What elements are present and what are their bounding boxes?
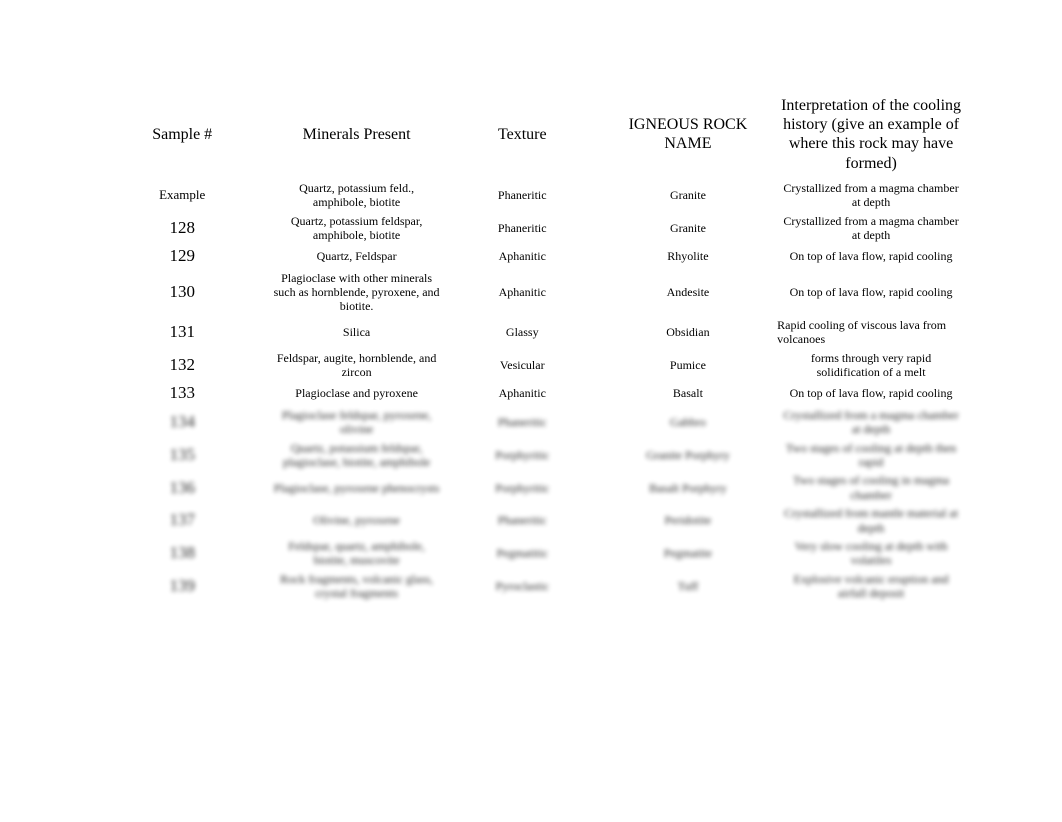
table-row: ExampleQuartz, potassium feld., amphibol…	[95, 179, 967, 212]
table-row: 136Plagioclase, pyroxene phenocrystsPorp…	[95, 471, 967, 504]
cell-sample: 129	[95, 244, 269, 268]
cell-sample: 139	[95, 570, 269, 603]
cell-texture: Vesicular	[444, 349, 601, 382]
table-row: 137Olivine, pyroxenePhaneriticPeridotite…	[95, 504, 967, 537]
cell-rock: Peridotite	[601, 504, 775, 537]
cell-interpretation: On top of lava flow, rapid cooling	[775, 381, 967, 405]
cell-rock: Granite Porphyry	[601, 439, 775, 472]
cell-sample: Example	[95, 179, 269, 212]
cell-minerals: Quartz, potassium feldspar, plagioclase,…	[269, 439, 443, 472]
cell-interpretation: Crystallized from a magma chamber at dep…	[775, 212, 967, 245]
header-minerals: Minerals Present	[269, 90, 443, 179]
cell-sample: 132	[95, 349, 269, 382]
cell-interpretation: forms through very rapid solidification …	[775, 349, 967, 382]
cell-minerals: Feldspar, augite, hornblende, and zircon	[269, 349, 443, 382]
cell-texture: Pegmatitic	[444, 537, 601, 570]
header-rock: IGNEOUS ROCK NAME	[601, 90, 775, 179]
cell-sample: 130	[95, 269, 269, 316]
cell-sample: 135	[95, 439, 269, 472]
cell-minerals: Quartz, potassium feld., amphibole, biot…	[269, 179, 443, 212]
cell-rock: Granite	[601, 179, 775, 212]
cell-interpretation: On top of lava flow, rapid cooling	[775, 269, 967, 316]
cell-interpretation: Explosive volcanic eruption and airfall …	[775, 570, 967, 603]
cell-interpretation: Two stages of cooling in magma chamber	[775, 471, 967, 504]
cell-texture: Aphanitic	[444, 244, 601, 268]
cell-minerals: Silica	[269, 316, 443, 349]
cell-rock: Rhyolite	[601, 244, 775, 268]
cell-sample: 134	[95, 406, 269, 439]
cell-sample: 133	[95, 381, 269, 405]
cell-texture: Aphanitic	[444, 269, 601, 316]
cell-rock: Pumice	[601, 349, 775, 382]
cell-minerals: Feldspar, quartz, amphibole, biotite, mu…	[269, 537, 443, 570]
table-row: 138Feldspar, quartz, amphibole, biotite,…	[95, 537, 967, 570]
cell-texture: Pyroclastic	[444, 570, 601, 603]
cell-interpretation: Very slow cooling at depth with volatile…	[775, 537, 967, 570]
cell-texture: Glassy	[444, 316, 601, 349]
cell-texture: Aphanitic	[444, 381, 601, 405]
cell-rock: Basalt Porphyry	[601, 471, 775, 504]
cell-texture: Phaneritic	[444, 406, 601, 439]
header-texture: Texture	[444, 90, 601, 179]
table-row: 132Feldspar, augite, hornblende, and zir…	[95, 349, 967, 382]
table-row: 130Plagioclase with other minerals such …	[95, 269, 967, 316]
cell-interpretation: Rapid cooling of viscous lava from volca…	[775, 316, 967, 349]
cell-texture: Porphyritic	[444, 471, 601, 504]
cell-minerals: Quartz, potassium feldspar, amphibole, b…	[269, 212, 443, 245]
cell-rock: Andesite	[601, 269, 775, 316]
table-row: 134Plagioclase feldspar, pyroxene, olivi…	[95, 406, 967, 439]
rock-table: Sample # Minerals Present Texture IGNEOU…	[95, 90, 967, 603]
cell-sample: 131	[95, 316, 269, 349]
cell-minerals: Plagioclase, pyroxene phenocrysts	[269, 471, 443, 504]
cell-rock: Obsidian	[601, 316, 775, 349]
cell-sample: 136	[95, 471, 269, 504]
cell-sample: 128	[95, 212, 269, 245]
cell-interpretation: Crystallized from mantle material at dep…	[775, 504, 967, 537]
table-body: ExampleQuartz, potassium feld., amphibol…	[95, 179, 967, 603]
cell-texture: Phaneritic	[444, 504, 601, 537]
header-sample: Sample #	[95, 90, 269, 179]
cell-rock: Pegmatite	[601, 537, 775, 570]
cell-minerals: Plagioclase feldspar, pyroxene, olivine	[269, 406, 443, 439]
cell-rock: Gabbro	[601, 406, 775, 439]
cell-texture: Phaneritic	[444, 179, 601, 212]
cell-rock: Basalt	[601, 381, 775, 405]
cell-minerals: Rock fragments, volcanic glass, crystal …	[269, 570, 443, 603]
cell-texture: Porphyritic	[444, 439, 601, 472]
table-row: 133Plagioclase and pyroxeneAphaniticBasa…	[95, 381, 967, 405]
cell-interpretation: Two stages of cooling at depth then rapi…	[775, 439, 967, 472]
table-row: 139Rock fragments, volcanic glass, cryst…	[95, 570, 967, 603]
cell-minerals: Plagioclase and pyroxene	[269, 381, 443, 405]
cell-minerals: Olivine, pyroxene	[269, 504, 443, 537]
table-row: 128Quartz, potassium feldspar, amphibole…	[95, 212, 967, 245]
cell-interpretation: Crystallized from a magma chamber at dep…	[775, 406, 967, 439]
cell-minerals: Quartz, Feldspar	[269, 244, 443, 268]
table-row: 131SilicaGlassyObsidianRapid cooling of …	[95, 316, 967, 349]
header-interpretation: Interpretation of the cooling history (g…	[775, 90, 967, 179]
cell-texture: Phaneritic	[444, 212, 601, 245]
cell-minerals: Plagioclase with other minerals such as …	[269, 269, 443, 316]
rock-table-wrapper: Sample # Minerals Present Texture IGNEOU…	[95, 90, 967, 603]
cell-interpretation: Crystallized from a magma chamber at dep…	[775, 179, 967, 212]
table-row: 135Quartz, potassium feldspar, plagiocla…	[95, 439, 967, 472]
cell-sample: 137	[95, 504, 269, 537]
cell-rock: Tuff	[601, 570, 775, 603]
cell-interpretation: On top of lava flow, rapid cooling	[775, 244, 967, 268]
header-row: Sample # Minerals Present Texture IGNEOU…	[95, 90, 967, 179]
cell-sample: 138	[95, 537, 269, 570]
table-row: 129Quartz, FeldsparAphaniticRhyoliteOn t…	[95, 244, 967, 268]
cell-rock: Granite	[601, 212, 775, 245]
